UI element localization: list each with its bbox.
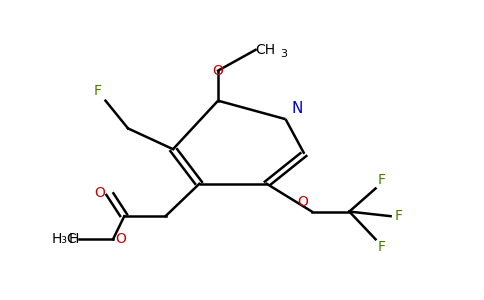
Text: F: F xyxy=(378,240,385,254)
Text: CH: CH xyxy=(256,43,276,57)
Text: F: F xyxy=(394,209,402,223)
Text: 3: 3 xyxy=(280,49,287,59)
Text: N: N xyxy=(291,101,302,116)
Text: O: O xyxy=(115,232,126,246)
Text: H₃C: H₃C xyxy=(52,232,77,246)
Text: O: O xyxy=(297,195,308,209)
Text: F: F xyxy=(94,84,102,98)
Text: O: O xyxy=(95,186,106,200)
Text: H: H xyxy=(69,232,79,246)
Text: F: F xyxy=(378,173,385,187)
Text: O: O xyxy=(212,64,224,78)
